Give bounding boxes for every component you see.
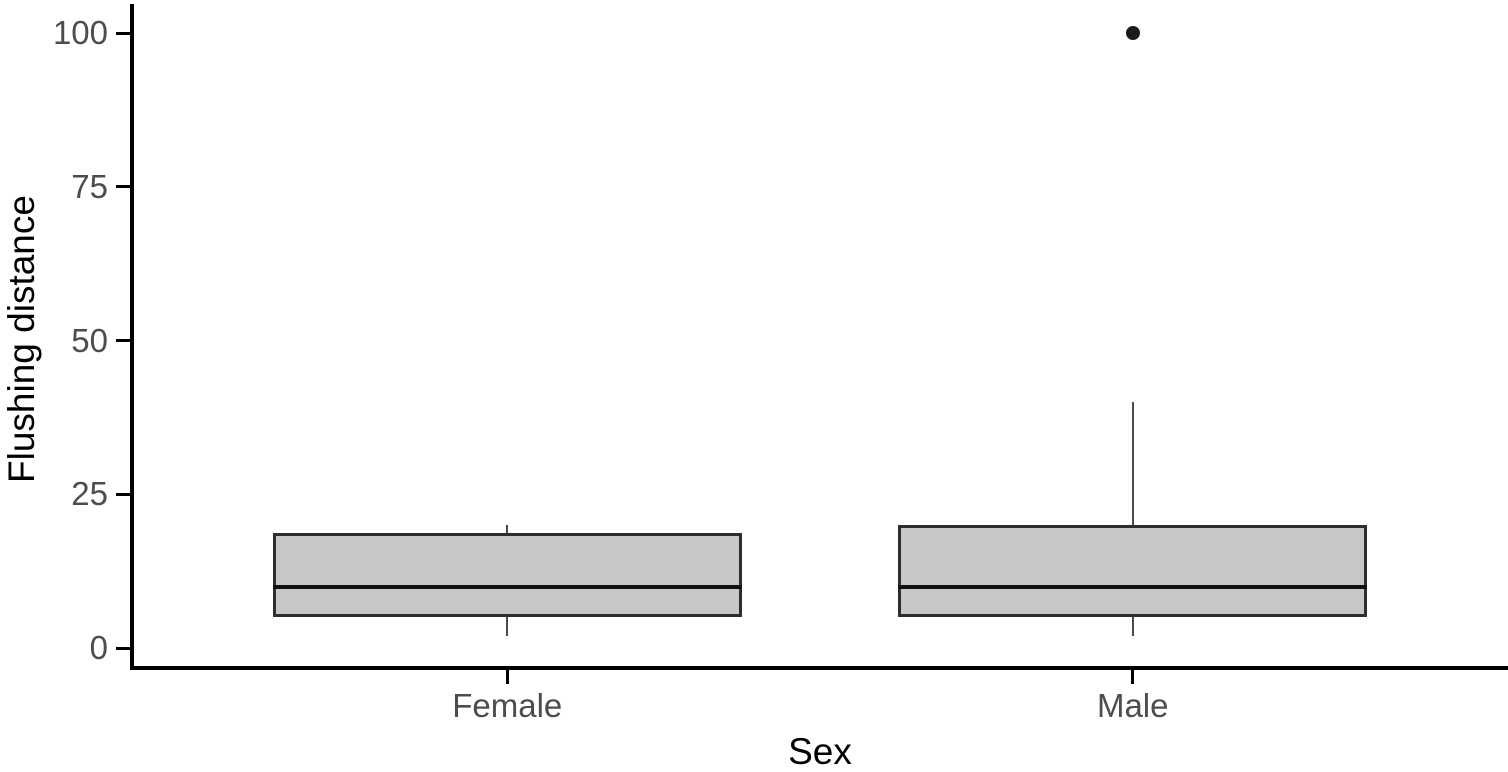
y-tick-mark-50 — [116, 339, 132, 342]
y-tick-label-100: 100 — [52, 14, 108, 51]
y-tick-mark-75 — [116, 185, 132, 189]
boxplot-box-male — [898, 525, 1368, 618]
lower-whisker-male — [1131, 617, 1134, 636]
y-axis-line — [130, 4, 134, 670]
x-tick-label-female: Female — [452, 687, 563, 724]
y-tick-label-0: 0 — [89, 629, 108, 666]
x-tick-mark-male — [1131, 670, 1135, 684]
boxplot-box-female — [272, 532, 742, 618]
x-axis-line — [130, 666, 1508, 670]
y-tick-label-75: 75 — [71, 167, 108, 205]
x-tick-mark-female — [505, 670, 509, 684]
y-tick-mark-100 — [116, 31, 132, 35]
upper-whisker-female — [506, 525, 509, 533]
y-tick-label-50: 50 — [71, 321, 108, 359]
y-tick-label-25: 25 — [71, 475, 108, 513]
y-tick-mark-25 — [116, 492, 132, 496]
y-tick-mark-0 — [116, 646, 132, 650]
median-line-male — [898, 584, 1368, 589]
lower-whisker-female — [506, 617, 509, 636]
x-axis-title: Sex — [788, 731, 852, 772]
x-tick-label-male: Male — [1096, 687, 1169, 724]
median-line-female — [272, 584, 742, 589]
upper-whisker-male — [1131, 402, 1134, 525]
outlier-point-male-100 — [1125, 26, 1140, 40]
